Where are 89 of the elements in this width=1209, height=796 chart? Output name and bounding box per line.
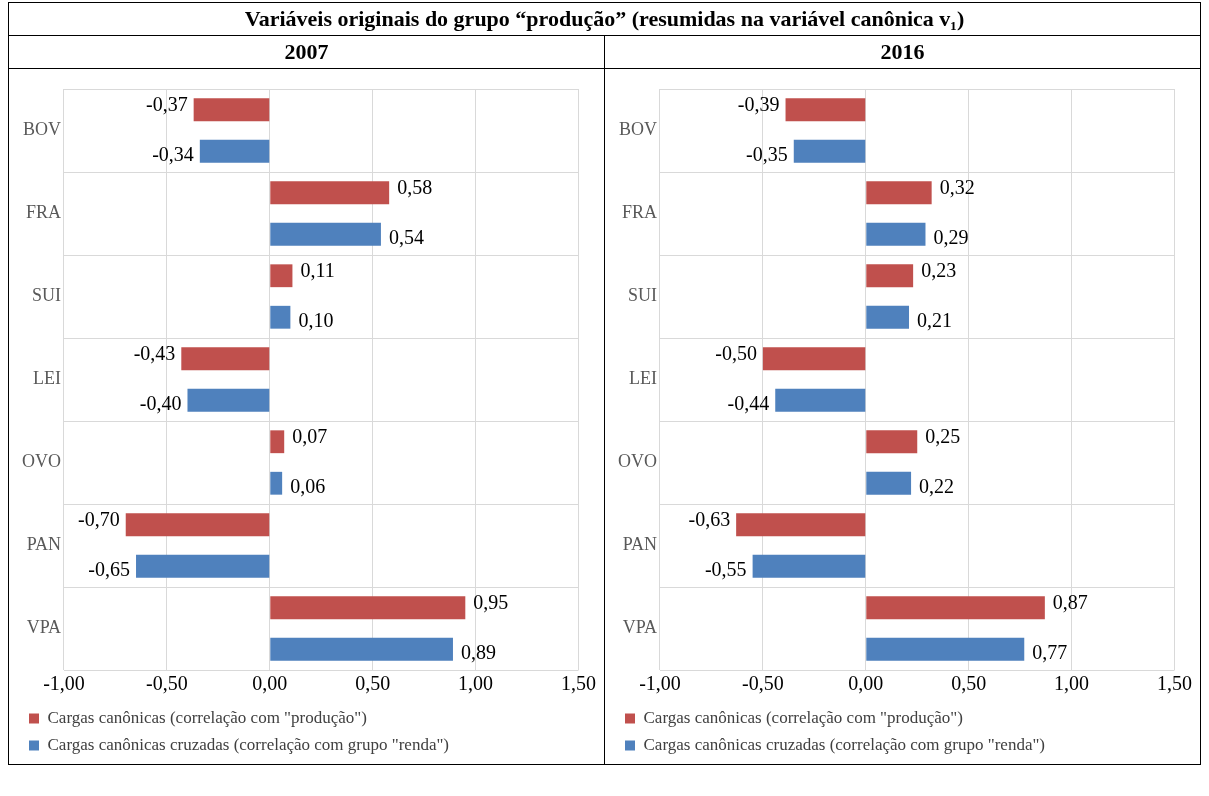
y-tick-label: BOV <box>22 119 61 140</box>
bar <box>785 98 866 122</box>
bar <box>270 222 381 246</box>
data-label: 0,22 <box>919 474 955 497</box>
data-label: 0,77 <box>1032 640 1068 663</box>
y-tick-label: PAN <box>26 534 61 555</box>
y-tick-label: BOV <box>618 119 657 140</box>
legend-label: Cargas canônicas (correlação com "produção") <box>47 707 367 727</box>
bar <box>866 222 926 246</box>
data-label: 0,25 <box>925 425 961 447</box>
data-label: 0,23 <box>921 259 957 281</box>
bar <box>199 139 270 163</box>
bar <box>866 596 1045 620</box>
data-label: 0,58 <box>397 176 433 198</box>
data-label: 0,32 <box>939 176 975 198</box>
bar <box>866 637 1025 661</box>
bar <box>762 347 866 371</box>
bar <box>793 139 866 163</box>
bar <box>752 554 866 578</box>
bar <box>736 513 866 537</box>
y-tick-label: VPA <box>26 617 61 638</box>
x-tick-label: 0,00 <box>252 672 288 695</box>
legend-label: Cargas canônicas cruzadas (correlação com grupo "renda") <box>47 734 450 754</box>
bar <box>866 181 932 205</box>
y-tick-label: SUI <box>31 285 61 306</box>
data-label: 0,29 <box>933 225 969 248</box>
data-label: -0,43 <box>133 342 176 364</box>
data-label: -0,55 <box>704 557 747 580</box>
bar <box>270 471 283 495</box>
y-tick-label: LEI <box>629 368 657 389</box>
data-label: -0,44 <box>727 391 770 414</box>
bar <box>193 98 270 122</box>
bar <box>270 264 293 288</box>
legend-label: Cargas canônicas cruzadas (correlação com grupo "renda") <box>643 734 1046 754</box>
bar <box>775 388 866 412</box>
legend-label: Cargas canônicas (correlação com "produção") <box>643 707 963 727</box>
bar <box>866 305 910 329</box>
bar <box>270 596 466 620</box>
bar <box>270 430 285 454</box>
data-label: -0,70 <box>78 508 120 530</box>
data-label: 0,54 <box>388 225 424 248</box>
data-label: -0,65 <box>88 557 131 580</box>
bar <box>866 430 918 454</box>
bar <box>136 554 270 578</box>
data-label: -0,40 <box>139 391 182 414</box>
x-tick-label: 0,00 <box>848 672 884 695</box>
x-tick-label: -0,50 <box>146 672 188 695</box>
data-label: -0,34 <box>152 142 194 165</box>
data-label: 0,10 <box>298 308 334 331</box>
x-tick-label: -1,00 <box>639 672 681 695</box>
y-tick-label: LEI <box>33 368 61 389</box>
bar <box>187 388 270 412</box>
data-label: 0,21 <box>917 308 953 331</box>
x-tick-label: -1,00 <box>43 672 85 695</box>
y-tick-label: OVO <box>22 451 61 472</box>
x-tick-label: 1,00 <box>458 672 494 695</box>
x-tick-label: 1,50 <box>561 672 596 695</box>
data-label: -0,63 <box>688 508 731 530</box>
y-tick-label: VPA <box>622 617 657 638</box>
data-label: 0,11 <box>300 259 335 281</box>
data-label: 0,95 <box>473 591 509 613</box>
y-tick-label: OVO <box>618 451 657 472</box>
chart-title: 2016 <box>604 35 1201 69</box>
bar <box>125 513 270 537</box>
y-tick-label: FRA <box>25 202 61 223</box>
y-tick-label: FRA <box>621 202 657 223</box>
x-tick-label: -0,50 <box>742 672 784 695</box>
chart-subtitle: 2007 <box>8 35 605 69</box>
data-label: 0,06 <box>290 474 326 497</box>
data-label: -0,35 <box>746 142 788 165</box>
data-label: 0,87 <box>1052 591 1088 613</box>
chart-title: Variáveis originais do grupo “produção” (resumidas na variável canônica v₁) <box>8 2 1201 36</box>
x-tick-label: 0,50 <box>355 672 391 695</box>
x-tick-label: 1,50 <box>1157 672 1192 695</box>
y-tick-label: PAN <box>622 534 657 555</box>
data-label: -0,50 <box>715 342 757 364</box>
data-label: -0,39 <box>737 93 780 115</box>
data-label: 0,07 <box>292 425 328 447</box>
bar <box>270 181 390 205</box>
bar <box>270 637 453 661</box>
x-tick-label: 0,50 <box>951 672 987 695</box>
x-tick-label: 1,00 <box>1054 672 1090 695</box>
bar <box>181 347 270 371</box>
bar <box>866 471 912 495</box>
bar <box>270 305 291 329</box>
data-label: -0,37 <box>145 93 188 115</box>
data-label: 0,89 <box>460 640 496 663</box>
y-tick-label: SUI <box>627 285 657 306</box>
bar <box>866 264 914 288</box>
